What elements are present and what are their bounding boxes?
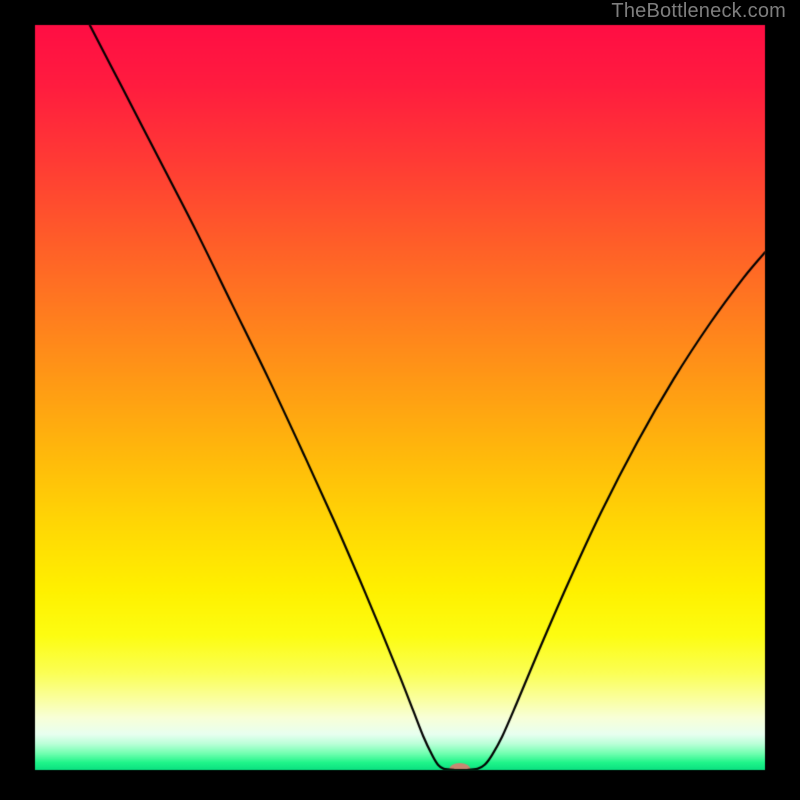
chart-container: TheBottleneck.com [0,0,800,800]
bottleneck-curve [0,0,800,800]
watermark-text: TheBottleneck.com [611,0,786,23]
